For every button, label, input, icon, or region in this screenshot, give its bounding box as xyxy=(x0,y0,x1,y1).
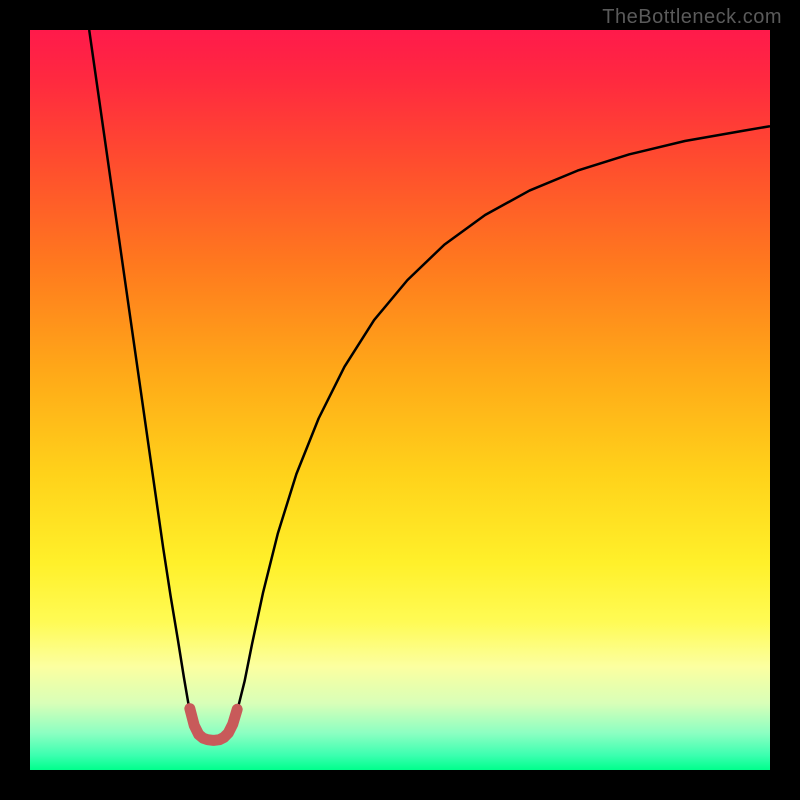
curve-overlay xyxy=(30,30,770,770)
main-curve xyxy=(89,30,770,740)
highlight-marker xyxy=(190,709,237,741)
plot-area xyxy=(30,30,770,770)
watermark-text: TheBottleneck.com xyxy=(602,6,782,29)
chart-frame: TheBottleneck.com xyxy=(0,0,800,800)
